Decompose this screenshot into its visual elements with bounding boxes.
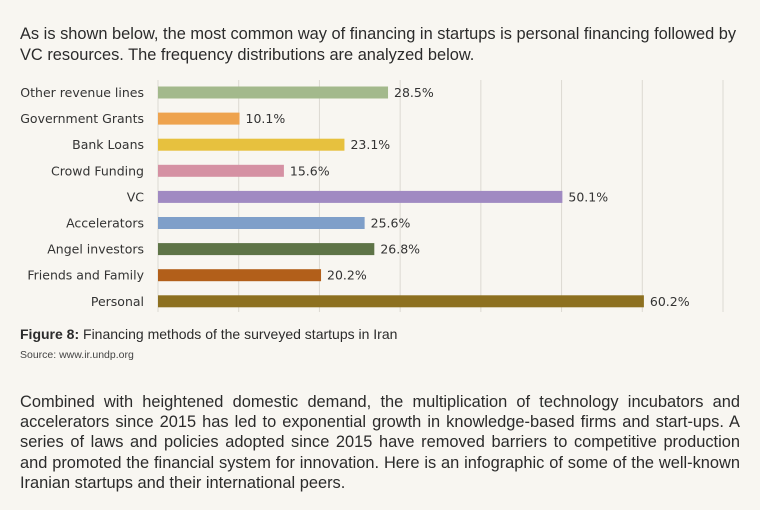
category-label: Government Grants [20,111,144,126]
figure-caption-text: Financing methods of the surveyed startu… [79,326,398,342]
bar [158,217,365,229]
data-label: 20.2% [327,268,367,283]
category-label: Angel investors [47,242,144,257]
category-label: Accelerators [66,216,144,231]
bar [158,190,563,203]
bar [158,138,345,151]
intro-paragraph: As is shown below, the most common way o… [20,25,737,64]
data-label: 25.6% [371,216,411,231]
data-label: 23.1% [350,137,390,152]
data-label: 28.5% [394,85,434,100]
category-label: Personal [91,294,144,309]
category-label: Crowd Funding [51,163,144,178]
data-label: 15.6% [290,163,330,178]
category-label: Other revenue lines [20,85,144,100]
category-label: Friends and Family [27,268,144,283]
source-note: Source: www.ir.undp.org [20,349,134,361]
data-label: 26.8% [380,242,420,257]
figure-caption: Figure 8: Financing methods of the surve… [20,326,397,342]
data-label: 10.1% [246,111,286,126]
body-paragraph: Combined with heightened domestic demand… [20,393,740,492]
financing-bar-chart: Other revenue lines 28.5% Government Grant… [20,80,724,312]
category-label: Bank Loans [72,137,144,152]
data-label: 50.1% [568,189,608,204]
bar [158,269,322,282]
category-label: VC [127,189,145,204]
bar [158,112,240,125]
bar [158,164,284,177]
data-label: 60.2% [650,294,690,309]
bar [158,243,375,256]
bar [158,295,644,308]
figure-label: Figure 8: [20,326,80,342]
bar [158,86,389,99]
